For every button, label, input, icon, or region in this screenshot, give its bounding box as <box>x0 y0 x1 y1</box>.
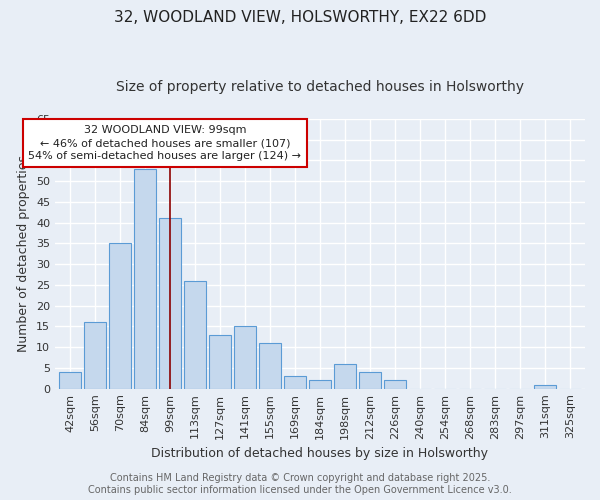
Bar <box>134 168 156 388</box>
Y-axis label: Number of detached properties: Number of detached properties <box>17 155 31 352</box>
Bar <box>184 280 206 388</box>
Bar <box>284 376 306 388</box>
Text: Contains HM Land Registry data © Crown copyright and database right 2025.
Contai: Contains HM Land Registry data © Crown c… <box>88 474 512 495</box>
Text: 32, WOODLAND VIEW, HOLSWORTHY, EX22 6DD: 32, WOODLAND VIEW, HOLSWORTHY, EX22 6DD <box>114 10 486 25</box>
Bar <box>59 372 81 388</box>
Bar <box>334 364 356 388</box>
Bar <box>534 384 556 388</box>
Bar <box>234 326 256 388</box>
Title: Size of property relative to detached houses in Holsworthy: Size of property relative to detached ho… <box>116 80 524 94</box>
Bar <box>309 380 331 388</box>
Bar <box>359 372 381 388</box>
Bar <box>384 380 406 388</box>
Bar <box>159 218 181 388</box>
Bar <box>109 244 131 388</box>
Bar <box>209 334 231 388</box>
Bar <box>84 322 106 388</box>
Text: 32 WOODLAND VIEW: 99sqm
← 46% of detached houses are smaller (107)
54% of semi-d: 32 WOODLAND VIEW: 99sqm ← 46% of detache… <box>28 125 301 162</box>
X-axis label: Distribution of detached houses by size in Holsworthy: Distribution of detached houses by size … <box>151 447 488 460</box>
Bar <box>259 343 281 388</box>
